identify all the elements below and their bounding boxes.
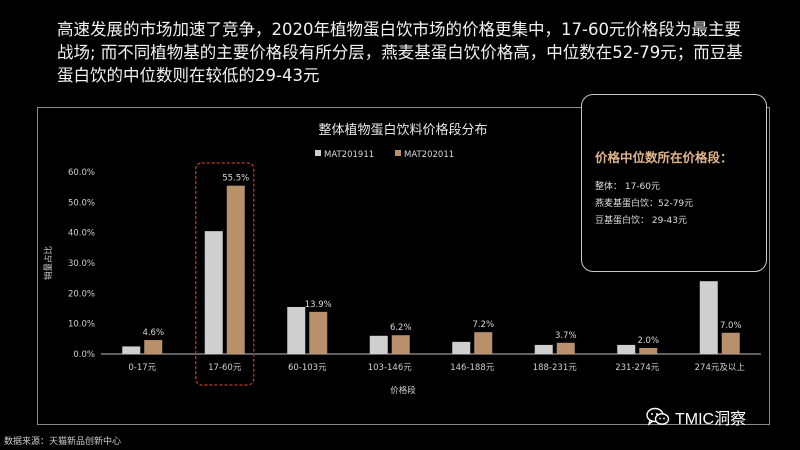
legend-swatch-1 xyxy=(395,150,401,156)
y-tick-label: 20.0% xyxy=(68,289,95,299)
bar-MAT201911-188-231元 xyxy=(534,344,553,354)
data-source-note: 数据来源：天猫新品创新中心 xyxy=(4,437,122,447)
x-tick-label: 188-231元 xyxy=(533,363,578,373)
x-tick-label: 146-188元 xyxy=(450,363,495,373)
data-label: 2.0% xyxy=(637,336,659,346)
x-tick-label: 103-146元 xyxy=(368,363,413,373)
median-price-callout: 价格中位数所在价格段： 整体： 17-60元 燕麦基蛋白饮：52-79元 豆基蛋… xyxy=(581,94,767,272)
headline-text: 高速发展的市场加速了竞争，2020年植物蛋白饮市场的价格更集中，17-60元价格… xyxy=(57,20,743,85)
callout-line-oat: 燕麦基蛋白饮：52-79元 xyxy=(595,199,694,209)
bar-MAT201911-17-60元 xyxy=(204,231,223,354)
bar-MAT202011-146-188元 xyxy=(474,332,493,354)
bar-MAT201911-0-17元 xyxy=(122,346,141,354)
y-tick-label: 50.0% xyxy=(68,198,95,208)
highlight-box xyxy=(195,162,255,386)
data-label: 7.0% xyxy=(720,321,742,331)
bar-MAT202011-188-231元 xyxy=(556,342,575,354)
chart-title: 整体植物蛋白饮料价格段分布 xyxy=(318,122,487,138)
bar-MAT202011-103-146元 xyxy=(391,335,410,354)
data-label: 55.5% xyxy=(222,174,249,184)
data-label: 7.2% xyxy=(472,320,494,330)
bar-MAT201911-146-188元 xyxy=(452,341,471,354)
data-label: 4.6% xyxy=(142,328,164,338)
data-label: 6.2% xyxy=(390,323,412,333)
bar-MAT201911-103-146元 xyxy=(369,335,388,354)
bar-MAT201911-231-274元 xyxy=(617,344,636,354)
bar-MAT201911-60-103元 xyxy=(287,306,306,354)
callout-line-overall: 整体： 17-60元 xyxy=(595,182,661,192)
bar-MAT202011-274元及以上 xyxy=(721,332,740,354)
x-axis-label: 价格段 xyxy=(390,385,416,396)
callout-line-soy: 豆基蛋白饮： 29-43元 xyxy=(595,216,688,226)
y-tick-label: 40.0% xyxy=(68,229,95,239)
y-tick-label: 30.0% xyxy=(68,259,95,269)
bar-MAT202011-60-103元 xyxy=(309,311,328,354)
bar-MAT201911-274元及以上 xyxy=(699,281,718,354)
bar-MAT202011-0-17元 xyxy=(144,340,163,354)
wechat-icon xyxy=(646,407,670,426)
y-axis-label: 销量占比 xyxy=(43,246,54,280)
y-tick-label: 0.0% xyxy=(73,350,95,360)
legend-label-1: MAT202011 xyxy=(404,150,454,160)
x-tick-label: 231-274元 xyxy=(615,363,660,373)
chart-frame: 整体植物蛋白饮料价格段分布 MAT201911 MAT202011 0.0% 10.0%… xyxy=(37,107,770,425)
callout-title: 价格中位数所在价格段： xyxy=(595,150,733,165)
x-tick-label: 60-103元 xyxy=(288,363,327,373)
legend-swatch-0 xyxy=(315,150,321,156)
y-tick-label: 10.0% xyxy=(68,320,95,330)
legend-label-0: MAT201911 xyxy=(324,150,374,160)
bar-MAT202011-17-60元 xyxy=(226,185,245,354)
y-tick-label: 60.0% xyxy=(68,168,95,178)
data-label: 13.9% xyxy=(305,300,332,310)
brand-name: TMIC洞察 xyxy=(675,411,747,428)
x-tick-label: 274元及以上 xyxy=(695,363,746,373)
bar-chart: 整体植物蛋白饮料价格段分布 MAT201911 MAT202011 0.0% 10.0%… xyxy=(43,122,761,396)
x-tick-label: 17-60元 xyxy=(208,363,242,373)
x-tick-label: 0-17元 xyxy=(128,363,156,373)
data-label: 3.7% xyxy=(555,331,577,341)
bar-MAT202011-231-274元 xyxy=(639,347,658,354)
brand-watermark: TMIC洞察 xyxy=(646,405,746,429)
